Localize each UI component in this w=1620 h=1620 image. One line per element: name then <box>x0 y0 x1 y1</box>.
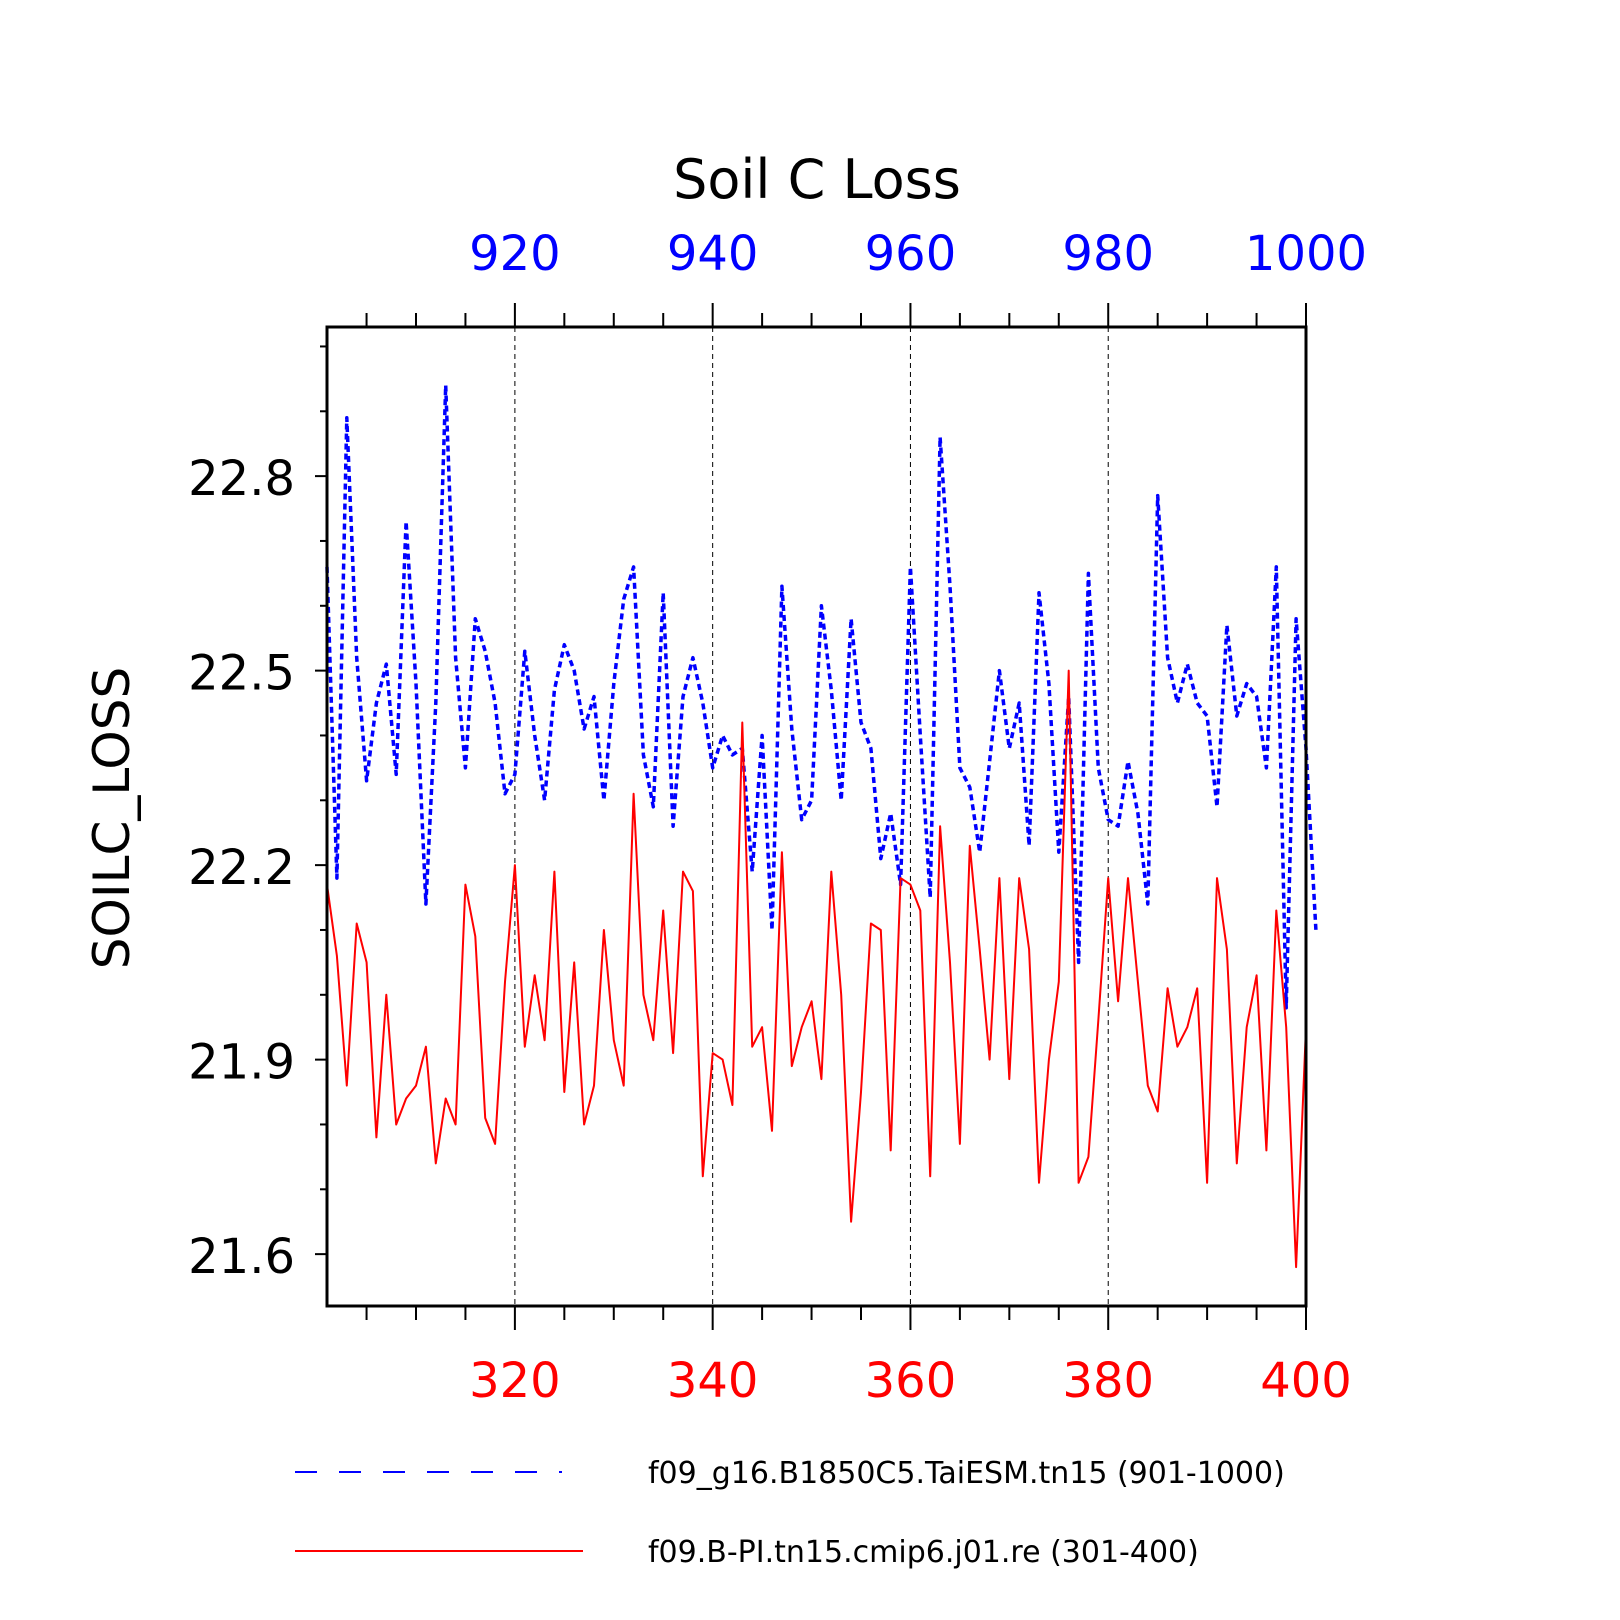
bottom-tick-label: 360 <box>865 1353 957 1409</box>
y-tick-label: 22.5 <box>188 646 295 702</box>
legend-label-taiesm: f09_g16.B1850C5.TaiESM.tn15 (901-1000) <box>648 1456 1285 1491</box>
top-tick-label: 920 <box>469 226 561 282</box>
legend: f09_g16.B1850C5.TaiESM.tn15 (901-1000) f… <box>295 1456 1285 1570</box>
chart-title: Soil C Loss <box>673 148 961 211</box>
y-tick-label: 22.2 <box>188 840 295 896</box>
bottom-tick-label: 340 <box>667 1353 759 1409</box>
bottom-tick-label: 320 <box>469 1353 561 1409</box>
plot-series <box>325 383 1318 1269</box>
plot-frame <box>325 325 1308 1308</box>
gridlines <box>514 327 1109 1306</box>
top-tick-label: 940 <box>667 226 759 282</box>
y-axis-label: SOILC_LOSS <box>83 667 141 970</box>
series-line-0 <box>325 383 1318 1010</box>
bottom-tick-label: 380 <box>1062 1353 1154 1409</box>
y-tick-label: 21.9 <box>188 1035 295 1091</box>
y-tick-label: 21.6 <box>188 1229 295 1285</box>
top-tick-label: 980 <box>1062 226 1154 282</box>
series-line-1 <box>326 669 1307 1269</box>
y-tick-label: 22.8 <box>188 451 295 507</box>
legend-label-cmip6: f09.B-PI.tn15.cmip6.j01.re (301-400) <box>648 1535 1199 1570</box>
top-tick-label: 1000 <box>1245 226 1367 282</box>
axes <box>315 303 1307 1330</box>
bottom-tick-label: 400 <box>1260 1353 1352 1409</box>
tick-labels: 21.6 21.9 22.2 22.5 22.8 320 340 360 380 400 920 94… <box>188 226 1367 1409</box>
top-tick-label: 960 <box>865 226 957 282</box>
